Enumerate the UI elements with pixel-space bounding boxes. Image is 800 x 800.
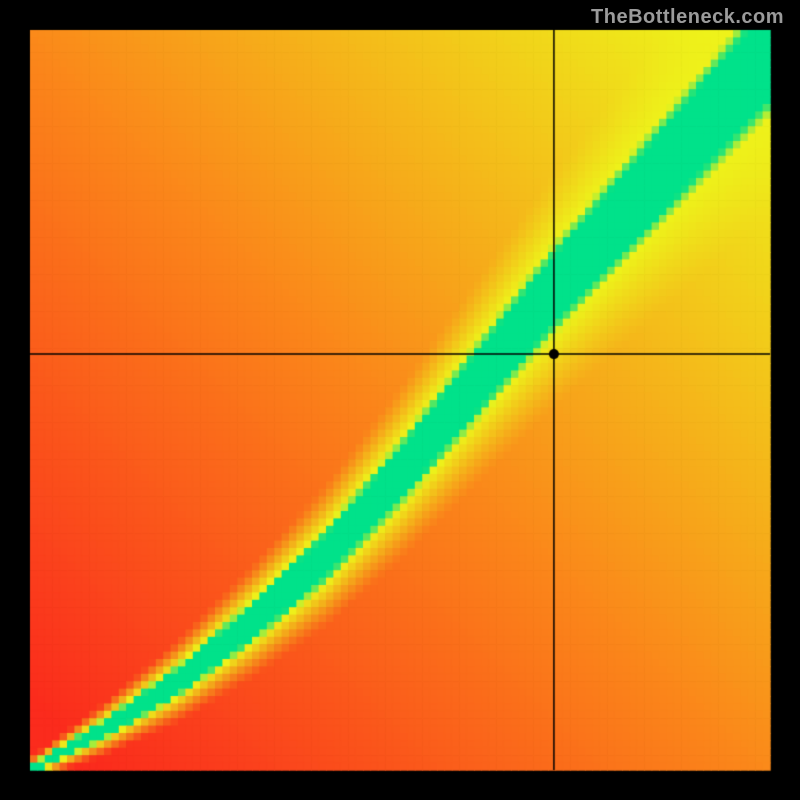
watermark-text: TheBottleneck.com (591, 6, 784, 29)
chart-container: { "meta": { "watermark_text": "TheBottle… (0, 0, 800, 800)
bottleneck-heatmap (0, 0, 800, 800)
